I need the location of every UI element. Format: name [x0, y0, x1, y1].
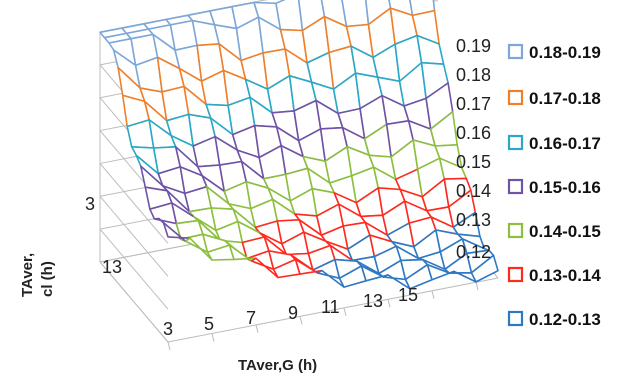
- x-tick: 5: [204, 314, 214, 334]
- x-tick: 11: [321, 297, 340, 317]
- legend-swatch: [507, 222, 524, 239]
- legend-label: 0.14-0.15: [529, 222, 601, 241]
- legend-swatch: [507, 43, 524, 60]
- y-axis-title-line1: TAver,: [19, 253, 36, 297]
- frame-line: [167, 341, 171, 351]
- surface-cell: [416, 34, 445, 65]
- surface-cell: [470, 254, 499, 283]
- legend-label: 0.16-0.17: [529, 134, 601, 153]
- frame-line: [99, 163, 169, 244]
- frame-line: [343, 307, 347, 316]
- frame-line: [211, 333, 215, 342]
- z-tick: 0.14: [456, 181, 491, 201]
- z-tick: 0.17: [456, 94, 491, 114]
- frame-line: [431, 290, 435, 299]
- z-tick: 0.19: [456, 36, 491, 56]
- z-tick: 0.16: [456, 123, 491, 143]
- y-axis-ticks: 3 13: [85, 194, 122, 277]
- legend-label: 0.15-0.16: [529, 178, 601, 197]
- y-tick: 3: [85, 194, 95, 214]
- frame-line: [475, 282, 479, 291]
- x-tick: 3: [163, 319, 173, 339]
- z-axis-ticks: 0.19 0.18 0.17 0.16 0.15 0.14 0.13 0.12: [456, 36, 491, 262]
- z-tick: 0.15: [456, 152, 491, 172]
- frame-line: [99, 228, 169, 310]
- legend-swatch: [507, 266, 524, 283]
- x-tick: 7: [246, 308, 256, 328]
- frame-line: [167, 277, 499, 343]
- z-tick: 0.13: [456, 210, 491, 230]
- legend-swatch: [507, 89, 524, 106]
- frame-line: [255, 324, 259, 334]
- x-tick: 15: [398, 285, 418, 305]
- frame-line: [299, 316, 303, 325]
- x-tick: 9: [288, 303, 298, 323]
- y-tick: 13: [102, 257, 122, 277]
- x-axis-title: TAver,G (h): [238, 357, 317, 374]
- legend: 0.18-0.19 0.17-0.18 0.16-0.17 0.15-0.16 …: [507, 43, 601, 329]
- frame-line: [387, 299, 391, 308]
- y-axis-title-line2: cl (h): [39, 261, 56, 297]
- frame-line: [99, 261, 169, 343]
- legend-label: 0.18-0.19: [529, 43, 601, 62]
- x-tick: 13: [363, 291, 383, 311]
- legend-label: 0.13-0.14: [529, 266, 601, 285]
- frame-line: [99, 195, 169, 277]
- z-tick: 0.18: [456, 65, 491, 85]
- surface-cell: [341, 0, 370, 28]
- legend-label: 0.17-0.18: [529, 89, 601, 108]
- legend-label: 0.12-0.13: [529, 310, 601, 329]
- z-tick: 0.12: [456, 242, 491, 262]
- legend-swatch: [507, 134, 524, 151]
- legend-swatch: [507, 310, 524, 327]
- y-axis-title: TAver, cl (h): [19, 253, 56, 297]
- surface-mesh: [99, 0, 499, 290]
- legend-swatch: [507, 178, 524, 195]
- x-axis-ticks: 3 5 7 9 11 13 15: [163, 285, 418, 339]
